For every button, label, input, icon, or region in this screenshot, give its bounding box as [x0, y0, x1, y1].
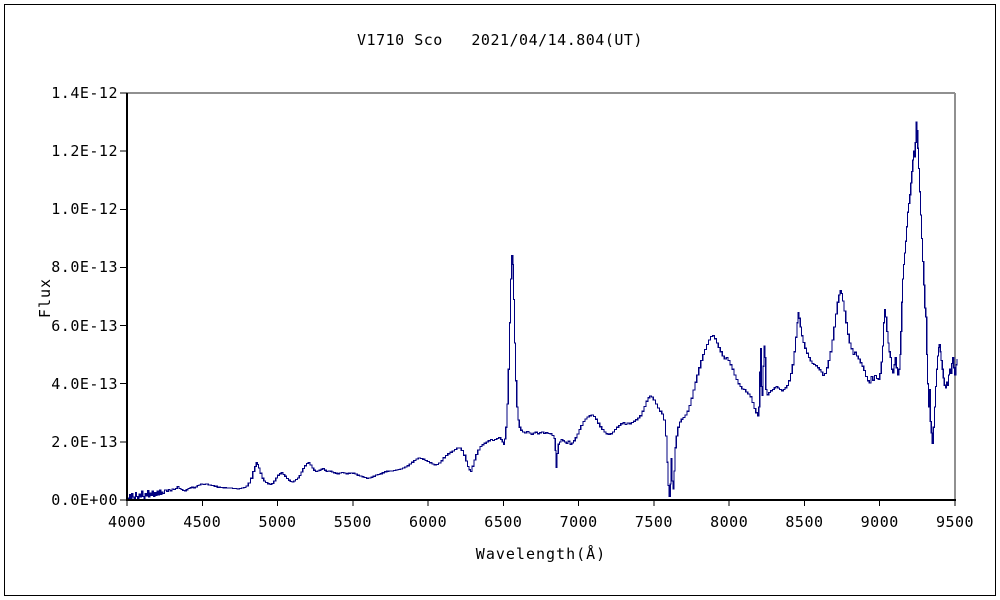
chart-title: V1710 Sco 2021/04/14.804(UT)	[357, 31, 643, 49]
x-tick-label: 9500	[935, 513, 975, 531]
y-tick-label: 8.0E-13	[51, 258, 118, 277]
y-tick-label: 2.0E-13	[51, 432, 118, 451]
x-tick-label: 6000	[409, 513, 448, 531]
outer-border	[4, 4, 996, 596]
x-tick-label: 5000	[258, 513, 297, 531]
spectrum-line	[128, 121, 958, 500]
x-tick-label: 4000	[107, 513, 147, 531]
y-tick-label: 4.0E-13	[51, 374, 118, 393]
y-tick-label: 1.0E-12	[51, 200, 118, 219]
x-tick-label: 5500	[333, 513, 372, 531]
x-tick-label: 7500	[634, 513, 673, 531]
y-tick-label: 0.0E+00	[51, 491, 118, 509]
x-axis-title: Wavelength(Å)	[475, 545, 607, 563]
x-tick-label: 8500	[785, 513, 824, 531]
x-tick-label: 6500	[484, 513, 523, 531]
x-tick-label: 9000	[860, 513, 899, 531]
x-tick-label: 7000	[559, 513, 598, 531]
y-tick-label: 1.4E-12	[51, 84, 118, 102]
y-tick-label: 1.2E-12	[51, 142, 118, 161]
x-tick-label: 4500	[183, 513, 222, 531]
x-tick-label: 8000	[710, 513, 749, 531]
y-tick-label: 6.0E-13	[51, 316, 118, 335]
y-axis-title: Flux	[36, 277, 54, 319]
